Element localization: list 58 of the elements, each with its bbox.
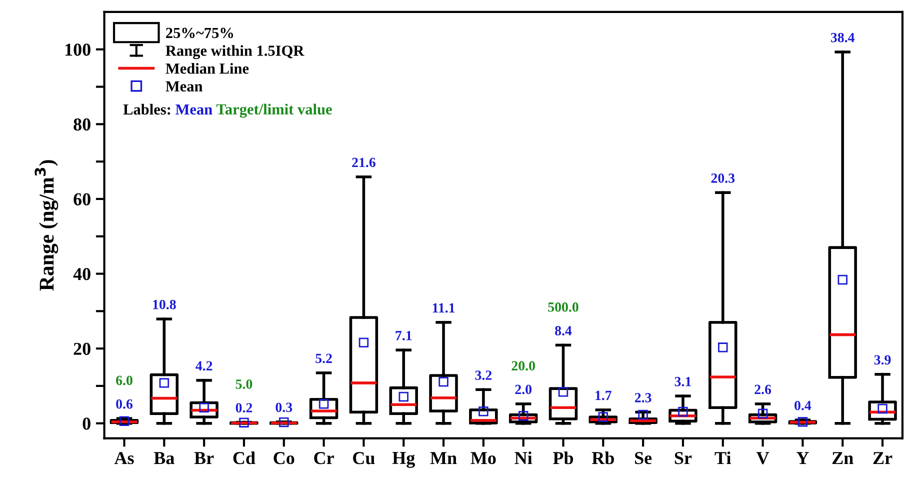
annotation: 500.0 — [548, 302, 578, 312]
text: 2.0 — [515, 384, 532, 394]
x-tick-label: As — [114, 452, 134, 464]
annotation: Median Line — [166, 63, 249, 74]
x-tick-label: Ba — [154, 452, 174, 464]
text: 2.3 — [634, 393, 652, 402]
annotation: Mean — [176, 104, 212, 115]
text: 3.9 — [874, 355, 891, 365]
annotation: 6.0 — [116, 376, 132, 386]
text: 0.2 — [236, 403, 252, 412]
x-tick-label: Mo — [470, 452, 496, 464]
y-tick-label: 40 — [73, 268, 90, 280]
text: 5.2 — [316, 354, 332, 364]
x-tick-label: Cr — [314, 452, 334, 464]
text: 10.8 — [153, 300, 176, 310]
text: 7.1 — [396, 330, 412, 340]
y-tick-label: 0 — [82, 418, 90, 430]
x-tick-label: Pb — [553, 451, 574, 464]
text: 3.1 — [674, 376, 691, 386]
y-axis-title: Range (ng/m$^{3}$) — [34, 160, 58, 291]
text: 1.7 — [596, 390, 612, 400]
x-tick-label: Cu — [353, 452, 375, 464]
x-tick-label: Co — [274, 452, 294, 464]
text: 2.6 — [754, 384, 772, 394]
text: 21.6 — [352, 158, 376, 168]
text: 20.3 — [711, 173, 735, 183]
x-tick-label: Y — [796, 452, 809, 464]
text: 3.2 — [475, 370, 492, 380]
x-tick-label: Sr — [674, 452, 692, 464]
y-tick-label: 80 — [74, 118, 90, 131]
text: 0.3 — [276, 402, 292, 412]
legend-label: 25%~75% — [166, 28, 234, 38]
text: 0.4 — [794, 400, 812, 410]
y-tick-label: 100 — [65, 44, 90, 56]
x-tick-label: Br — [194, 452, 214, 464]
x-tick-label: Se — [634, 452, 652, 464]
annotation: Mean — [166, 81, 203, 92]
annotation: Lables: — [123, 104, 170, 115]
x-tick-label: Cd — [233, 451, 256, 464]
y-tick-label: 20 — [74, 342, 90, 355]
annotation: 5.0 — [236, 379, 252, 389]
text: 38.4 — [830, 32, 854, 42]
x-tick-label: Zn — [832, 452, 854, 464]
text: 0.6 — [116, 399, 133, 409]
annotation: 20.0 — [512, 361, 535, 371]
x-tick-label: V — [756, 452, 770, 464]
text: 4.2 — [196, 361, 212, 371]
x-tick-label: Hg — [392, 452, 415, 468]
annotation: Target/limit value — [216, 104, 332, 118]
text: 11.1 — [432, 303, 455, 313]
x-tick-label: Mn — [430, 452, 457, 464]
x-tick-label: Rb — [592, 451, 614, 464]
text: 8.4 — [555, 326, 572, 336]
annotation: Range within 1.5IQR — [166, 45, 304, 60]
y-tick-label: 60 — [74, 193, 90, 206]
x-tick-label: Zr — [873, 452, 892, 464]
x-tick-label: Ni — [514, 451, 532, 464]
x-tick-label: Ti — [714, 451, 731, 464]
